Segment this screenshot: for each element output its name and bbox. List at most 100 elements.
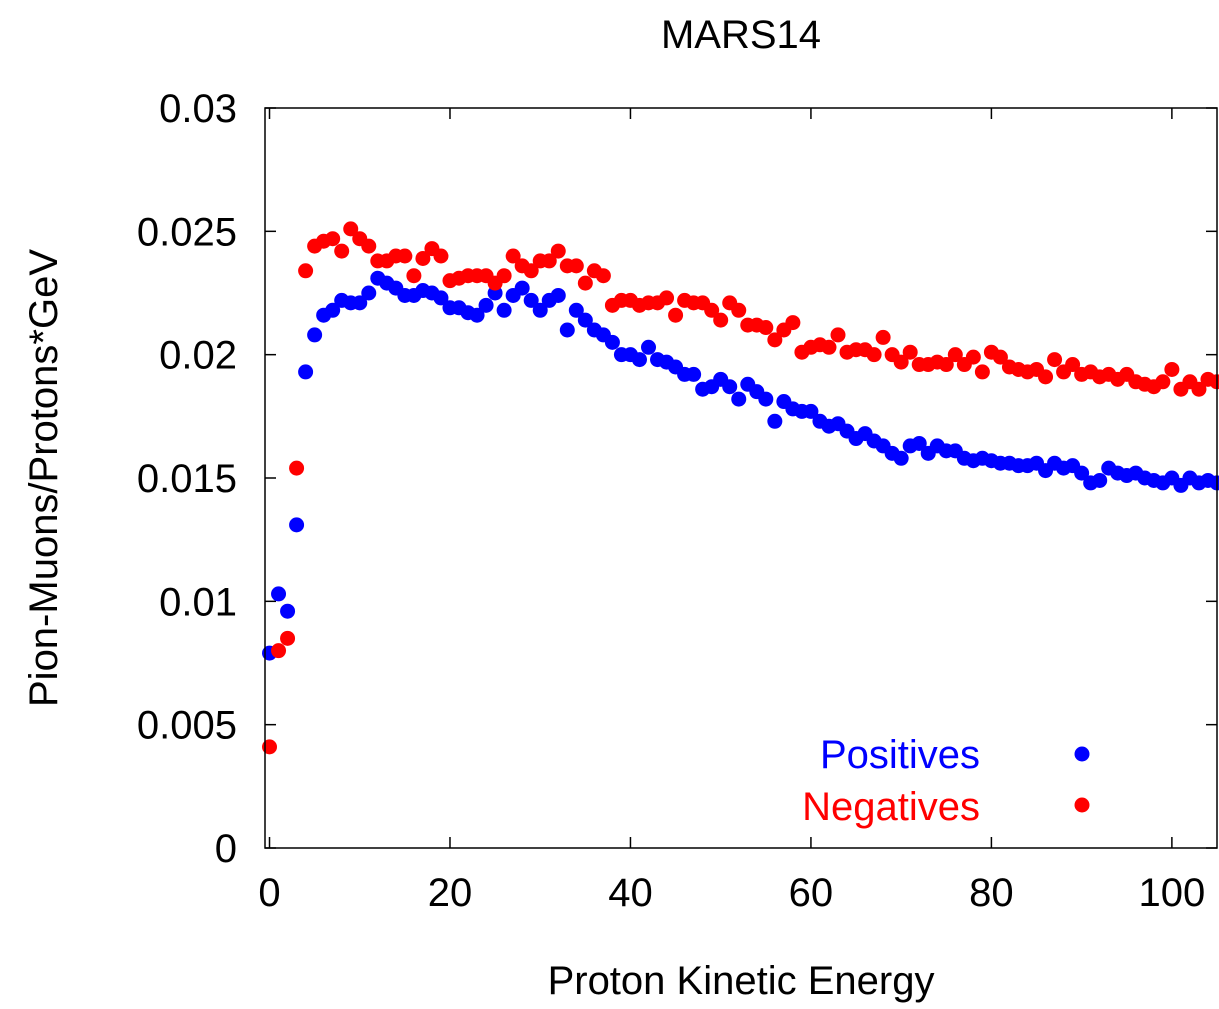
data-point bbox=[767, 332, 783, 348]
data-point bbox=[992, 349, 1008, 365]
x-tick-label: 20 bbox=[428, 871, 473, 915]
data-point bbox=[785, 315, 801, 331]
data-point bbox=[1047, 352, 1063, 368]
x-tick-label: 40 bbox=[608, 871, 653, 915]
data-point bbox=[568, 302, 584, 318]
y-tick-label: 0.03 bbox=[159, 87, 237, 131]
legend-label-positives: Positives bbox=[820, 733, 980, 777]
data-point bbox=[893, 354, 909, 370]
data-point bbox=[965, 349, 981, 365]
data-point bbox=[911, 435, 927, 451]
chart-title: MARS14 bbox=[661, 13, 821, 57]
data-point bbox=[262, 739, 278, 755]
data-point bbox=[523, 292, 539, 308]
data-point bbox=[866, 347, 882, 363]
data-point bbox=[731, 391, 747, 407]
data-point bbox=[577, 275, 593, 291]
data-point bbox=[433, 248, 449, 264]
legend-marker-negatives bbox=[1074, 797, 1090, 813]
y-tick-label: 0.005 bbox=[137, 704, 237, 748]
data-point bbox=[361, 238, 377, 254]
data-point bbox=[577, 312, 593, 328]
data-point bbox=[641, 339, 657, 355]
data-point bbox=[1038, 369, 1054, 385]
x-tick-label: 80 bbox=[969, 871, 1014, 915]
data-point bbox=[289, 517, 305, 533]
data-point bbox=[550, 287, 566, 303]
plot-frame bbox=[264, 107, 1218, 849]
data-point bbox=[415, 250, 431, 266]
legend: Positives Negatives bbox=[802, 733, 1090, 829]
data-point bbox=[523, 263, 539, 279]
legend-marker-positives bbox=[1074, 746, 1090, 762]
data-point bbox=[704, 302, 720, 318]
y-axis-label: Pion-Muons/Protons*GeV bbox=[22, 249, 66, 707]
data-point bbox=[668, 307, 684, 323]
points-layer bbox=[262, 221, 1219, 755]
data-point bbox=[1074, 465, 1090, 481]
y-tick-label: 0.02 bbox=[159, 334, 237, 378]
data-point bbox=[496, 302, 512, 318]
x-tick-label: 60 bbox=[789, 871, 834, 915]
data-point bbox=[532, 302, 548, 318]
data-point bbox=[1164, 361, 1180, 377]
data-point bbox=[397, 248, 413, 264]
data-point bbox=[568, 258, 584, 274]
ticks-layer: 0 20 40 60 80 100 0 0.005 0.01 0.015 0.02 0.025 0.03 bbox=[137, 87, 1217, 915]
data-point bbox=[271, 586, 287, 602]
data-point bbox=[974, 364, 990, 380]
data-point bbox=[758, 391, 774, 407]
data-point bbox=[731, 302, 747, 318]
data-point bbox=[595, 268, 611, 284]
data-point bbox=[631, 352, 647, 368]
data-point bbox=[893, 450, 909, 466]
data-point bbox=[659, 290, 675, 306]
data-point bbox=[298, 263, 314, 279]
data-point bbox=[686, 366, 702, 382]
data-point bbox=[1092, 472, 1108, 488]
data-point bbox=[478, 297, 494, 313]
data-point bbox=[271, 643, 287, 659]
data-point bbox=[496, 268, 512, 284]
x-axis-label: Proton Kinetic Energy bbox=[548, 959, 935, 1003]
y-tick-label: 0.015 bbox=[137, 457, 237, 501]
data-point bbox=[352, 295, 368, 311]
data-point bbox=[722, 379, 738, 395]
data-point bbox=[559, 322, 575, 338]
data-point bbox=[406, 268, 422, 284]
data-point bbox=[343, 221, 359, 237]
series-positives bbox=[262, 270, 1219, 661]
data-point bbox=[604, 334, 620, 350]
data-point bbox=[325, 231, 341, 247]
data-point bbox=[713, 312, 729, 328]
data-point bbox=[307, 327, 323, 343]
data-point bbox=[830, 327, 846, 343]
data-point bbox=[541, 253, 557, 269]
data-point bbox=[947, 347, 963, 363]
data-point bbox=[469, 307, 485, 323]
data-point bbox=[1065, 357, 1081, 373]
legend-label-negatives: Negatives bbox=[802, 785, 980, 829]
series-negatives bbox=[262, 221, 1219, 755]
data-point bbox=[875, 329, 891, 345]
data-point bbox=[361, 285, 377, 301]
data-point bbox=[433, 290, 449, 306]
data-point bbox=[298, 364, 314, 380]
data-point bbox=[767, 413, 783, 429]
x-tick-label: 100 bbox=[1139, 871, 1206, 915]
x-tick-label: 0 bbox=[258, 871, 280, 915]
y-tick-label: 0.025 bbox=[137, 210, 237, 254]
y-tick-label: 0.01 bbox=[159, 580, 237, 624]
data-point bbox=[280, 603, 296, 619]
data-point bbox=[803, 403, 819, 419]
data-point bbox=[821, 339, 837, 355]
data-point bbox=[289, 460, 305, 476]
data-point bbox=[505, 248, 521, 264]
data-point bbox=[325, 302, 341, 318]
data-point bbox=[550, 243, 566, 259]
data-point bbox=[758, 320, 774, 336]
y-tick-label: 0 bbox=[215, 827, 237, 871]
data-point bbox=[1155, 374, 1171, 390]
data-point bbox=[1191, 381, 1207, 397]
